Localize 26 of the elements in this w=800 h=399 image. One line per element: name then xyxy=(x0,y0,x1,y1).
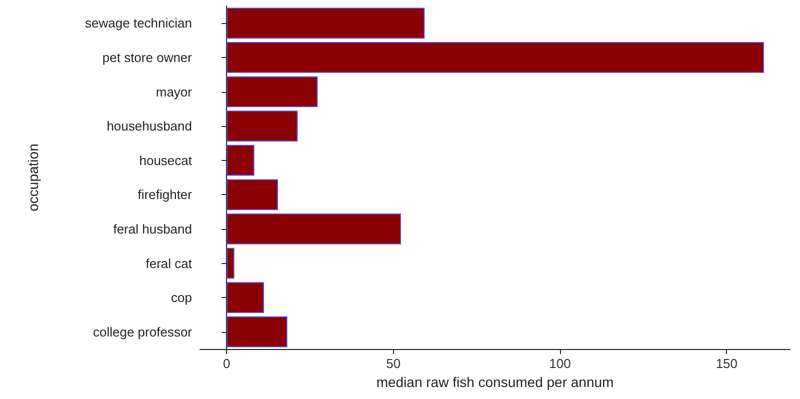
y-tick-label: feral husband xyxy=(113,221,192,236)
y-tick-label: housecat xyxy=(139,152,192,168)
y-tick-label: college professor xyxy=(93,324,193,340)
x-tick-label: 150 xyxy=(716,356,738,371)
bar xyxy=(226,76,318,108)
y-tick-label: sewage technician xyxy=(85,16,192,31)
y-tick-label: feral cat xyxy=(146,256,192,271)
bar xyxy=(226,316,288,348)
bar xyxy=(226,110,298,142)
x-tick-label: 50 xyxy=(386,356,401,371)
y-tick-label: pet store owner xyxy=(102,50,193,65)
y-axis-title: occupation xyxy=(25,144,41,212)
bar xyxy=(226,282,264,313)
x-axis-title: median raw fish consumed per annum xyxy=(376,374,614,390)
y-tick-label: househusband xyxy=(106,118,192,134)
bar xyxy=(226,248,234,279)
y-tick-label: firefighter xyxy=(138,187,193,202)
bar xyxy=(226,179,278,210)
y-tick-label: mayor xyxy=(156,84,193,100)
x-tick-label: 0 xyxy=(223,356,230,371)
bar xyxy=(226,214,401,244)
y-tick-label: cop xyxy=(171,290,192,306)
x-tick-label: 100 xyxy=(549,356,571,371)
bar xyxy=(226,144,254,176)
bar xyxy=(226,42,764,73)
bar xyxy=(226,8,425,39)
